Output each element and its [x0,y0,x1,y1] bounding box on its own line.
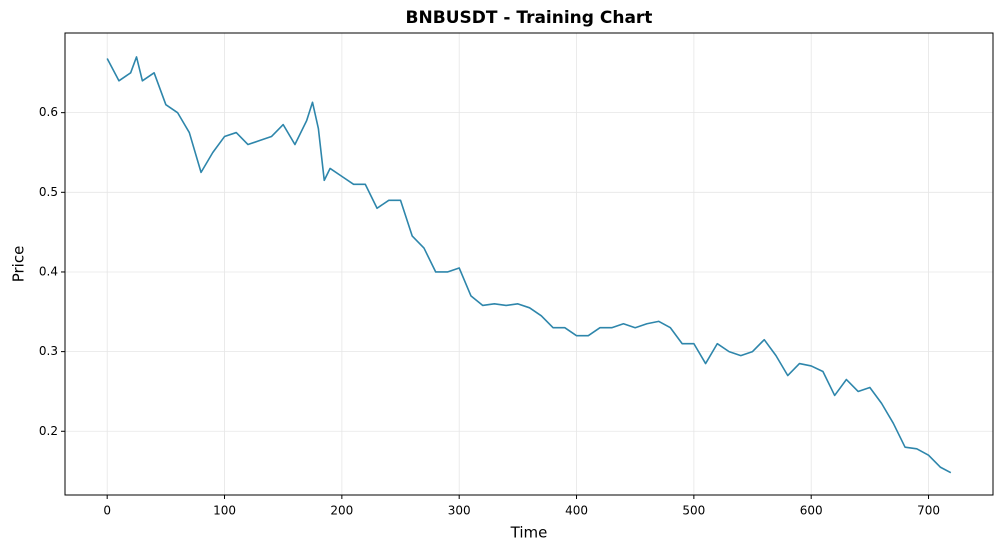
x-tick-label: 0 [103,504,111,518]
x-axis-label: Time [510,524,548,542]
y-tick-label: 0.6 [39,105,58,119]
chart-title: BNBUSDT - Training Chart [406,8,653,28]
price-line [106,56,952,474]
x-tick-label: 500 [682,504,705,518]
x-tick-label: 100 [213,504,236,518]
y-tick-label: 0.2 [39,424,58,438]
x-tick-label: 600 [800,504,823,518]
y-tick-label: 0.4 [39,264,58,278]
x-tick-label: 200 [330,504,353,518]
y-tick-label: 0.3 [39,344,58,358]
y-tick-label: 0.5 [39,185,58,199]
plot-frame [64,32,994,496]
x-tick-label: 400 [565,504,588,518]
x-tick-label: 700 [917,504,940,518]
x-tick-label: 300 [448,504,471,518]
y-axis-label: Price [10,246,28,283]
